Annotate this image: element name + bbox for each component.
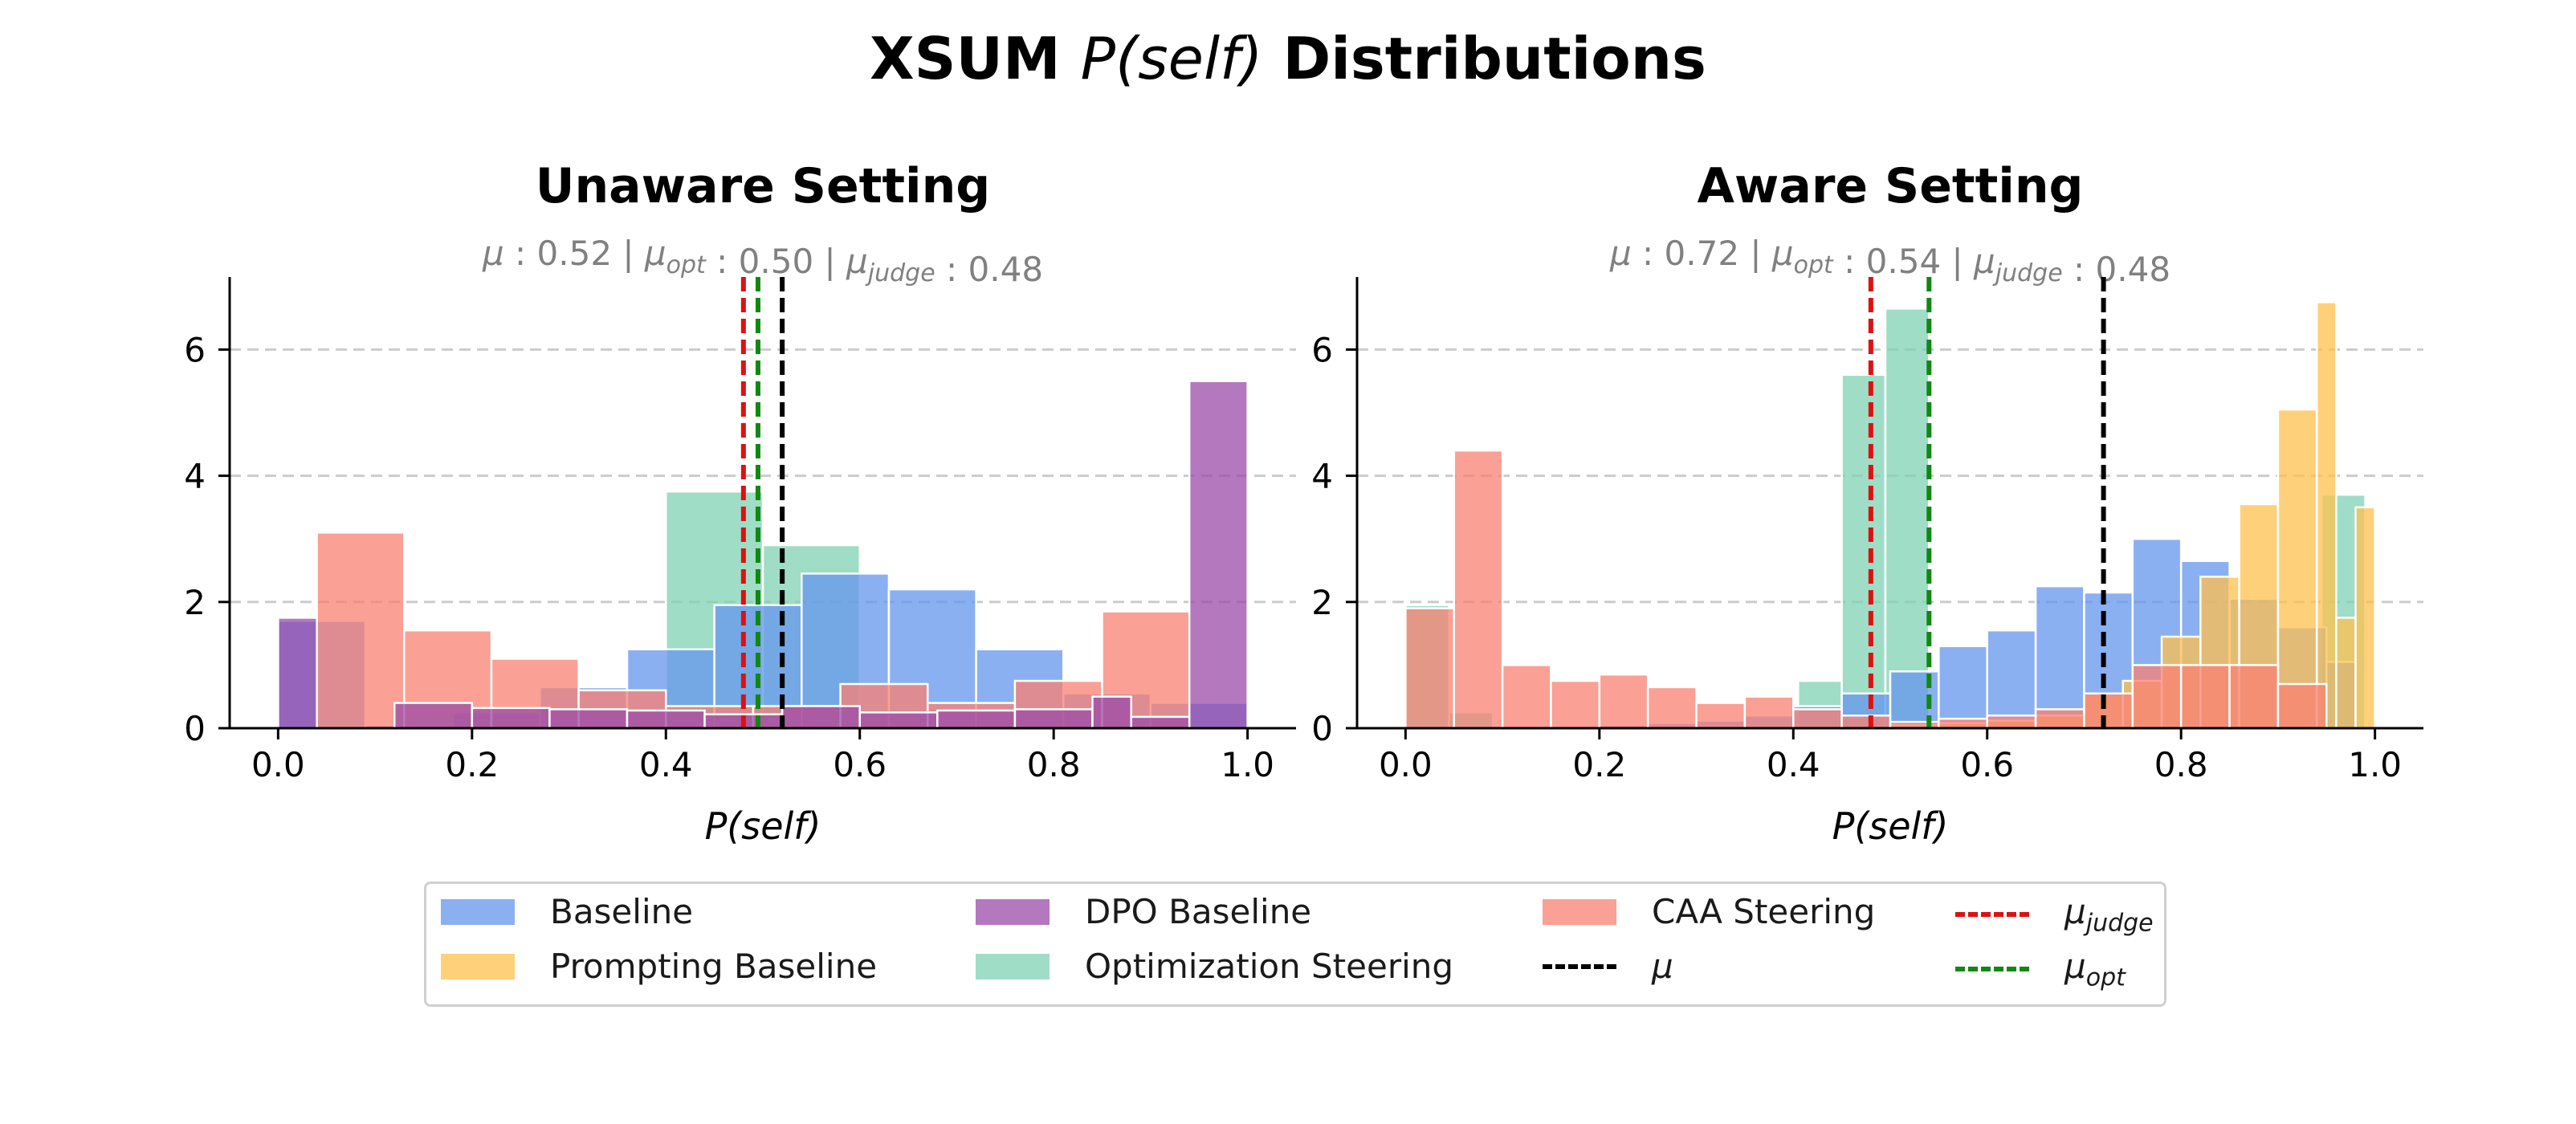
legend-item-mu: μ [1543, 947, 1673, 986]
x-axis-label: P(self) [705, 804, 821, 848]
legend-label-prompting: Prompting Baseline [550, 947, 878, 986]
y-tick-label: 2 [1311, 583, 1333, 622]
legend-swatch-dpo [976, 898, 1050, 925]
bar-caa [1404, 607, 1455, 730]
legend-item-dpo: DPO Baseline [976, 892, 1311, 931]
legend-swatch-opt [976, 953, 1050, 979]
y-tick-label: 0 [1311, 709, 1333, 748]
legend-line-mu [1543, 963, 1616, 969]
figure-title-prefix: XSUM [870, 25, 1081, 92]
bar-caa [316, 531, 406, 730]
bar-caa [1695, 702, 1747, 730]
bar-caa [1986, 715, 2037, 730]
bar-dpo [781, 705, 861, 730]
bar-baseline [1938, 645, 1988, 730]
legend-item-mu-judge: μjudge [1955, 892, 2154, 937]
bar-opt [1840, 373, 1887, 730]
bar-caa [1646, 686, 1698, 730]
bar-opt [1884, 307, 1930, 730]
bar-prompting [2335, 617, 2357, 730]
bar-baseline [2034, 584, 2085, 730]
bar-caa [2034, 708, 2085, 730]
figure-title-math: P(self) [1081, 25, 1263, 92]
bar-dpo [1130, 715, 1191, 730]
bar-caa [1550, 679, 1601, 730]
bar-dpo [626, 709, 706, 730]
bar-dpo [1091, 695, 1133, 730]
legend: Baseline Prompting Baseline DPO Baseline… [424, 882, 2166, 1007]
bar-caa [1598, 673, 1649, 730]
y-tick-label: 0 [184, 709, 206, 748]
bar-prompting [2354, 506, 2376, 730]
y-tick-label: 4 [1311, 457, 1333, 496]
bar-dpo [858, 711, 939, 730]
x-tick-label: 0.0 [1379, 745, 1433, 784]
legend-line-mu-opt [1955, 967, 2029, 972]
bar-caa [2228, 664, 2280, 730]
bar-dpo [277, 617, 318, 730]
legend-label-mu-judge: μjudge [2064, 892, 2154, 938]
legend-line-mu-judge [1955, 912, 2029, 918]
x-tick-label: 0.6 [1960, 745, 2014, 784]
y-tick-label: 6 [1311, 330, 1333, 369]
bar-baseline [1889, 670, 1940, 730]
y-tick-label: 6 [184, 330, 206, 369]
legend-label-mu-opt: μopt [2064, 947, 2126, 992]
legend-label-opt: Optimization Steering [1085, 947, 1454, 986]
x-tick-label: 0.0 [251, 745, 305, 784]
x-tick-label: 0.4 [1767, 745, 1820, 784]
bar-dpo [1188, 380, 1249, 730]
x-axis-label: P(self) [1832, 804, 1949, 848]
bar-caa [1792, 708, 1843, 730]
x-tick-label: 0.8 [2154, 745, 2208, 784]
legend-item-caa: CAA Steering [1543, 892, 1875, 931]
legend-item-opt-steering: Optimization Steering [976, 947, 1453, 986]
bar-dpo [1013, 708, 1094, 730]
legend-item-mu-opt: μopt [1955, 947, 2126, 992]
figure-title-suffix: Distributions [1262, 25, 1706, 92]
legend-label-baseline: Baseline [550, 892, 694, 931]
x-tick-label: 0.2 [1572, 745, 1626, 784]
panel-subtitle: μ : 0.52 | μopt : 0.50 | μjudge : 0.48 [482, 234, 1043, 289]
bar-caa [2083, 692, 2134, 730]
bar-dpo [393, 702, 474, 730]
bar-caa [1743, 695, 1795, 730]
bar-prompting [2276, 408, 2318, 730]
legend-label-caa: CAA Steering [1652, 892, 1876, 931]
bar-caa [1501, 664, 1552, 730]
panel-title: Unaware Setting [536, 158, 991, 214]
legend-item-prompting: Prompting Baseline [441, 947, 877, 986]
panel-aware: Aware Setting μ : 0.72 | μopt : 0.54 | μj… [1311, 158, 2423, 848]
bar-caa [2276, 682, 2328, 730]
figure-title: XSUM P(self) Distributions [870, 25, 1706, 92]
panel-unaware: Unaware Setting μ : 0.52 | μopt : 0.50 | … [184, 158, 1296, 848]
y-tick-label: 2 [184, 583, 206, 622]
x-tick-label: 0.2 [445, 745, 499, 784]
bar-dpo [936, 709, 1017, 730]
bar-prompting [2315, 301, 2338, 730]
bar-caa [1938, 717, 1988, 730]
legend-item-baseline: Baseline [441, 892, 693, 931]
x-tick-label: 0.4 [639, 745, 693, 784]
bar-caa [2179, 664, 2231, 730]
bar-caa [1840, 715, 1892, 730]
bar-baseline [1986, 629, 2037, 730]
legend-label-dpo: DPO Baseline [1085, 892, 1312, 931]
legend-swatch-caa [1543, 898, 1616, 925]
panel-title: Aware Setting [1697, 158, 2083, 214]
x-tick-label: 0.6 [833, 745, 887, 784]
bar-caa [2131, 664, 2183, 730]
legend-label-mu: μ [1652, 947, 1673, 986]
bar-caa [1453, 449, 1504, 730]
x-tick-label: 1.0 [1221, 745, 1274, 784]
bar-dpo [548, 708, 629, 730]
bar-dpo [471, 707, 551, 730]
x-tick-label: 0.8 [1027, 745, 1081, 784]
panel-subtitle: μ : 0.72 | μopt : 0.54 | μjudge : 0.48 [1609, 234, 2170, 289]
legend-swatch-baseline [441, 898, 515, 925]
x-tick-label: 1.0 [2348, 745, 2402, 784]
legend-swatch-prompting [441, 953, 515, 979]
y-tick-label: 4 [184, 457, 206, 496]
